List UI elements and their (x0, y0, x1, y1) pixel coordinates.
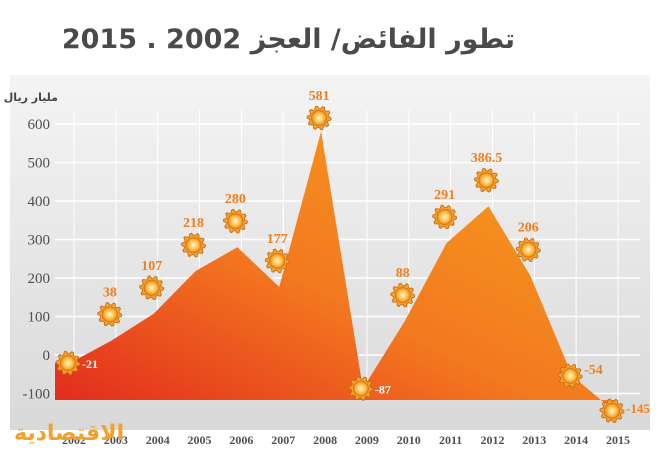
data-label: 386.5 (471, 151, 503, 166)
data-label: 107 (141, 259, 162, 274)
data-label: -21 (82, 357, 98, 371)
x-tick-label: 2003 (104, 433, 128, 447)
data-label: 88 (396, 266, 410, 281)
gear-center (269, 252, 286, 269)
x-tick-label: 2012 (480, 433, 504, 447)
gear-center (604, 402, 620, 419)
x-tick-label: 2008 (313, 433, 337, 447)
gear-marker-icon (348, 376, 374, 401)
gear-marker-icon (432, 204, 458, 230)
gear-marker-icon (557, 363, 583, 389)
gear-marker-icon (181, 232, 206, 258)
gear-center (60, 355, 76, 372)
gear-marker-icon (515, 237, 541, 262)
data-label: 206 (518, 221, 539, 236)
x-tick-label: 2007 (271, 433, 295, 447)
data-point-markers (55, 105, 625, 424)
y-tick-label: 200 (28, 271, 51, 287)
x-tick-label: 2010 (397, 433, 421, 447)
x-tick-labels: 2002 2003 2004 2005 2006 2007 2008 2009 2010 2011… (62, 433, 630, 447)
gear-marker-icon (474, 167, 499, 193)
y-tick-label: -100 (23, 387, 51, 403)
data-labels: -21 38 107 218 280 177 581 -87 88 291 386.5 206 -54 -… (82, 89, 650, 416)
y-tick-label: 0 (43, 348, 51, 364)
data-label: -145 (626, 401, 650, 416)
y-tick-labels: 600 500 400 300 200 100 0 -100 (23, 117, 51, 403)
data-label: 581 (309, 89, 330, 104)
y-tick-label: 500 (28, 156, 51, 172)
data-label: 280 (225, 192, 246, 207)
y-tick-label: 600 (28, 117, 51, 133)
x-tick-label: 2013 (522, 433, 546, 447)
gear-marker-icon (599, 398, 625, 424)
data-label: 177 (267, 232, 288, 247)
gear-center (101, 306, 118, 323)
gear-center (143, 279, 160, 296)
x-tick-label: 2015 (606, 433, 630, 447)
y-tick-label: 400 (28, 194, 51, 210)
gear-center (562, 367, 579, 384)
data-label: 291 (434, 188, 455, 203)
data-label: 218 (183, 216, 204, 231)
gear-center (311, 110, 328, 126)
gear-marker-icon (222, 208, 248, 234)
chart-title: تطور الفائض/ العجز 2002 . 2015 (62, 24, 515, 55)
gear-center (478, 172, 495, 189)
x-tick-label: 2014 (564, 433, 588, 447)
x-tick-label: 2005 (188, 433, 212, 447)
x-tick-label: 2004 (146, 433, 170, 447)
gear-center (352, 380, 369, 397)
gear-marker-icon (55, 350, 81, 376)
series-area (55, 131, 614, 411)
gear-marker-icon (97, 302, 123, 327)
x-tick-label: 2002 (62, 433, 86, 447)
x-tick-label: 2011 (439, 433, 462, 447)
gear-marker-icon (264, 248, 290, 274)
gear-center (227, 213, 244, 230)
gear-marker-icon (139, 275, 165, 301)
gear-center (436, 208, 453, 225)
y-tick-label: 100 (28, 310, 51, 326)
gear-center (520, 241, 537, 258)
brand-logo: الاقتصادية (14, 421, 124, 446)
data-label: -87 (375, 382, 391, 396)
data-label: 38 (103, 285, 117, 300)
y-axis-unit: مليار ريال (4, 91, 58, 104)
gear-marker-icon (390, 282, 416, 308)
x-tick-label: 2006 (229, 433, 253, 447)
y-tick-label: 300 (28, 233, 51, 249)
gear-center (185, 237, 202, 254)
series-area-shape (55, 131, 614, 411)
gear-center (394, 287, 411, 304)
gear-marker-icon (306, 105, 332, 131)
data-label: -54 (584, 363, 603, 378)
x-tick-label: 2009 (355, 433, 379, 447)
